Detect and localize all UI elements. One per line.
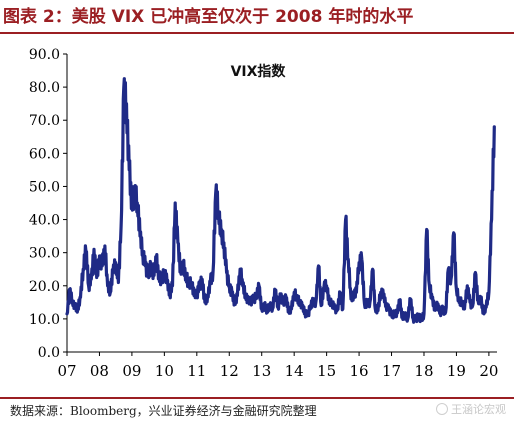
vix-line-chart: 0.010.020.030.040.050.060.070.080.090.0 … bbox=[29, 47, 499, 380]
x-tick-label: 16 bbox=[350, 362, 369, 380]
x-tick-label: 07 bbox=[57, 362, 76, 380]
y-tick-label: 60.0 bbox=[29, 146, 60, 162]
x-tick-label: 18 bbox=[414, 362, 433, 380]
vix-series-line bbox=[65, 77, 496, 324]
x-tick-label: 12 bbox=[220, 362, 239, 380]
watermark: 王涵论宏观 bbox=[436, 401, 506, 417]
y-tick-label: 80.0 bbox=[29, 80, 60, 96]
y-tick-label: 50.0 bbox=[29, 179, 60, 195]
y-tick-label: 0.0 bbox=[38, 345, 60, 361]
y-tick-label: 90.0 bbox=[29, 47, 60, 63]
x-tick-label: 19 bbox=[447, 362, 466, 380]
x-tick-label: 11 bbox=[187, 362, 206, 380]
x-tick-label: 14 bbox=[285, 362, 304, 380]
source-rule bbox=[0, 397, 514, 399]
y-tick-label: 30.0 bbox=[29, 246, 60, 262]
chart-title: VIX指数 bbox=[231, 63, 287, 80]
x-tick-label: 10 bbox=[155, 362, 174, 380]
wechat-icon bbox=[436, 403, 448, 415]
title-rule bbox=[0, 32, 514, 34]
figure-title: 图表 2：美股 VIX 已冲高至仅次于 2008 年时的水平 bbox=[3, 7, 414, 27]
x-tick-label: 15 bbox=[317, 362, 336, 380]
source-note: 数据来源：Bloomberg，兴业证券经济与金融研究院整理 bbox=[10, 404, 317, 418]
y-tick-label: 70.0 bbox=[29, 113, 60, 129]
x-tick-label: 13 bbox=[252, 362, 271, 380]
x-tick-label: 20 bbox=[479, 362, 498, 380]
y-tick-label: 10.0 bbox=[29, 312, 60, 328]
x-tick-label: 17 bbox=[382, 362, 401, 380]
x-tick-label: 09 bbox=[122, 362, 141, 380]
y-axis: 0.0 10.0 20.0 30.0 40.0 50.0 60.0 70.0 80.0 90.0 bbox=[29, 47, 68, 361]
watermark-text: 王涵论宏观 bbox=[451, 403, 506, 416]
y-tick-label: 40.0 bbox=[29, 213, 60, 229]
x-tick-label: 08 bbox=[90, 362, 109, 380]
x-axis: 07 08 09 10 11 12 13 14 15 16 17 18 19 20 bbox=[57, 351, 498, 380]
y-tick-label: 20.0 bbox=[29, 279, 60, 295]
